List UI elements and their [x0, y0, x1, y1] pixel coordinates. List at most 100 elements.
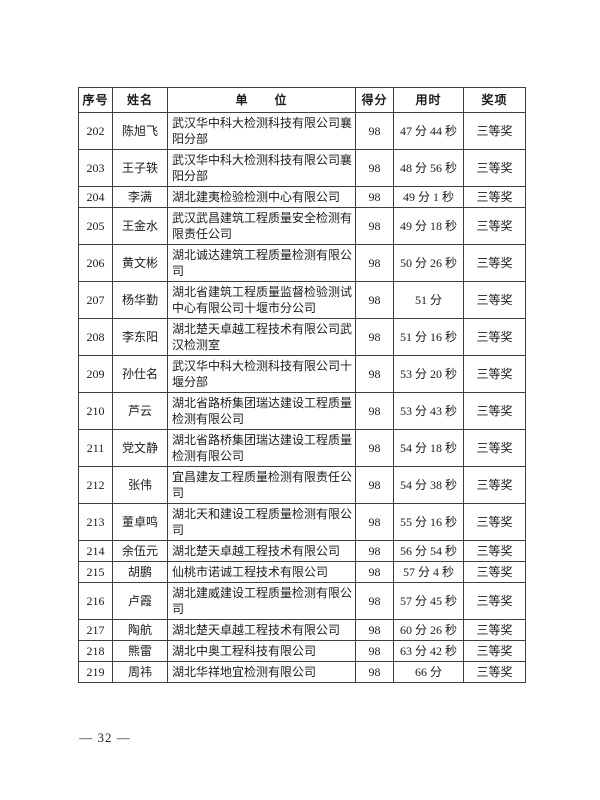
cell-score: 98 — [355, 561, 394, 583]
table-row: 203 王子轶 武汉华中科大检测科技有限公司襄阳分部 98 48 分 56 秒 … — [78, 149, 526, 187]
page-number: — 32 — — [79, 730, 131, 745]
cell-award: 三等奖 — [463, 112, 526, 150]
cell-name: 胡鹏 — [112, 561, 168, 583]
cell-name: 卢霞 — [112, 582, 168, 620]
cell-award: 三等奖 — [463, 392, 526, 430]
table-row: 210 芦云 湖北省路桥集团瑞达建设工程质量检测有限公司 98 53 分 43 … — [78, 392, 526, 430]
cell-score: 98 — [355, 112, 394, 150]
cell-award: 三等奖 — [463, 640, 526, 662]
cell-award: 三等奖 — [463, 540, 526, 562]
cell-score: 98 — [355, 640, 394, 662]
cell-time: 57 分 45 秒 — [393, 582, 464, 620]
table-row: 212 张伟 宜昌建友工程质量检测有限责任公司 98 54 分 38 秒 三等奖 — [78, 466, 526, 504]
cell-name: 王金水 — [112, 207, 168, 245]
cell-organization: 仙桃市诺诚工程技术有限公司 — [167, 561, 356, 583]
cell-award: 三等奖 — [463, 503, 526, 541]
cell-number: 204 — [78, 186, 113, 208]
column-header-organization: 单 位 — [167, 87, 356, 113]
cell-score: 98 — [355, 281, 394, 319]
cell-time: 66 分 — [393, 661, 464, 683]
cell-organization: 武汉华中科大检测科技有限公司十堰分部 — [167, 355, 356, 393]
cell-name: 芦云 — [112, 392, 168, 430]
cell-organization: 武汉华中科大检测科技有限公司襄阳分部 — [167, 149, 356, 187]
cell-organization: 湖北省路桥集团瑞达建设工程质量检测有限公司 — [167, 429, 356, 467]
cell-name: 张伟 — [112, 466, 168, 504]
cell-score: 98 — [355, 466, 394, 504]
cell-award: 三等奖 — [463, 207, 526, 245]
cell-score: 98 — [355, 355, 394, 393]
table-row: 217 陶航 湖北楚天卓越工程技术有限公司 98 60 分 26 秒 三等奖 — [78, 619, 526, 641]
cell-name: 王子轶 — [112, 149, 168, 187]
cell-name: 孙仕名 — [112, 355, 168, 393]
cell-number: 211 — [78, 429, 113, 467]
column-header-time: 用时 — [393, 87, 464, 113]
table-row: 208 李东阳 湖北楚天卓越工程技术有限公司武汉检测室 98 51 分 16 秒… — [78, 318, 526, 356]
cell-time: 51 分 16 秒 — [393, 318, 464, 356]
cell-name: 党文静 — [112, 429, 168, 467]
cell-number: 207 — [78, 281, 113, 319]
cell-number: 214 — [78, 540, 113, 562]
cell-award: 三等奖 — [463, 244, 526, 282]
cell-number: 210 — [78, 392, 113, 430]
cell-organization: 宜昌建友工程质量检测有限责任公司 — [167, 466, 356, 504]
cell-number: 213 — [78, 503, 113, 541]
cell-score: 98 — [355, 318, 394, 356]
table-row: 206 黄文彬 湖北诚达建筑工程质量检测有限公司 98 50 分 26 秒 三等… — [78, 244, 526, 282]
table-row: 209 孙仕名 武汉华中科大检测科技有限公司十堰分部 98 53 分 20 秒 … — [78, 355, 526, 393]
cell-organization: 湖北天和建设工程质量检测有限公司 — [167, 503, 356, 541]
table-row: 211 党文静 湖北省路桥集团瑞达建设工程质量检测有限公司 98 54 分 18… — [78, 429, 526, 467]
cell-organization: 湖北华祥地宜检测有限公司 — [167, 661, 356, 683]
cell-organization: 湖北诚达建筑工程质量检测有限公司 — [167, 244, 356, 282]
cell-score: 98 — [355, 661, 394, 683]
table-row: 216 卢霞 湖北建威建设工程质量检测有限公司 98 57 分 45 秒 三等奖 — [78, 582, 526, 620]
cell-time: 51 分 — [393, 281, 464, 319]
cell-score: 98 — [355, 244, 394, 282]
cell-name: 董卓鸣 — [112, 503, 168, 541]
header-row: 序号 姓名 单 位 得分 用时 奖项 — [78, 87, 526, 113]
cell-number: 208 — [78, 318, 113, 356]
cell-score: 98 — [355, 429, 394, 467]
cell-name: 陈旭飞 — [112, 112, 168, 150]
table-row: 204 李满 湖北建夷检验检测中心有限公司 98 49 分 1 秒 三等奖 — [78, 186, 526, 208]
cell-score: 98 — [355, 582, 394, 620]
cell-time: 60 分 26 秒 — [393, 619, 464, 641]
cell-organization: 湖北建夷检验检测中心有限公司 — [167, 186, 356, 208]
cell-score: 98 — [355, 392, 394, 430]
cell-number: 206 — [78, 244, 113, 282]
cell-organization: 湖北中奥工程科技有限公司 — [167, 640, 356, 662]
cell-time: 53 分 43 秒 — [393, 392, 464, 430]
cell-organization: 湖北省建筑工程质量监督检验测试中心有限公司十堰市分公司 — [167, 281, 356, 319]
cell-award: 三等奖 — [463, 355, 526, 393]
column-header-award: 奖项 — [463, 87, 526, 113]
cell-award: 三等奖 — [463, 186, 526, 208]
cell-award: 三等奖 — [463, 619, 526, 641]
cell-name: 陶航 — [112, 619, 168, 641]
cell-award: 三等奖 — [463, 661, 526, 683]
cell-number: 203 — [78, 149, 113, 187]
cell-time: 49 分 18 秒 — [393, 207, 464, 245]
column-header-score: 得分 — [355, 87, 394, 113]
cell-name: 熊雷 — [112, 640, 168, 662]
cell-time: 54 分 18 秒 — [393, 429, 464, 467]
cell-organization: 武汉华中科大检测科技有限公司襄阳分部 — [167, 112, 356, 150]
results-table-header: 序号 姓名 单 位 得分 用时 奖项 — [78, 87, 526, 113]
cell-name: 余伍元 — [112, 540, 168, 562]
cell-score: 98 — [355, 619, 394, 641]
cell-score: 98 — [355, 149, 394, 187]
cell-number: 218 — [78, 640, 113, 662]
table-row: 214 余伍元 湖北楚天卓越工程技术有限公司 98 56 分 54 秒 三等奖 — [78, 540, 526, 562]
column-header-number: 序号 — [78, 87, 113, 113]
column-header-name: 姓名 — [112, 87, 168, 113]
cell-score: 98 — [355, 207, 394, 245]
cell-number: 202 — [78, 112, 113, 150]
cell-score: 98 — [355, 186, 394, 208]
table-row: 202 陈旭飞 武汉华中科大检测科技有限公司襄阳分部 98 47 分 44 秒 … — [78, 112, 526, 150]
cell-award: 三等奖 — [463, 318, 526, 356]
cell-award: 三等奖 — [463, 281, 526, 319]
cell-name: 李满 — [112, 186, 168, 208]
cell-time: 53 分 20 秒 — [393, 355, 464, 393]
table-row: 205 王金水 武汉武昌建筑工程质量安全检测有限责任公司 98 49 分 18 … — [78, 207, 526, 245]
table-row: 207 杨华勤 湖北省建筑工程质量监督检验测试中心有限公司十堰市分公司 98 5… — [78, 281, 526, 319]
table-row: 215 胡鹏 仙桃市诺诚工程技术有限公司 98 57 分 4 秒 三等奖 — [78, 561, 526, 583]
